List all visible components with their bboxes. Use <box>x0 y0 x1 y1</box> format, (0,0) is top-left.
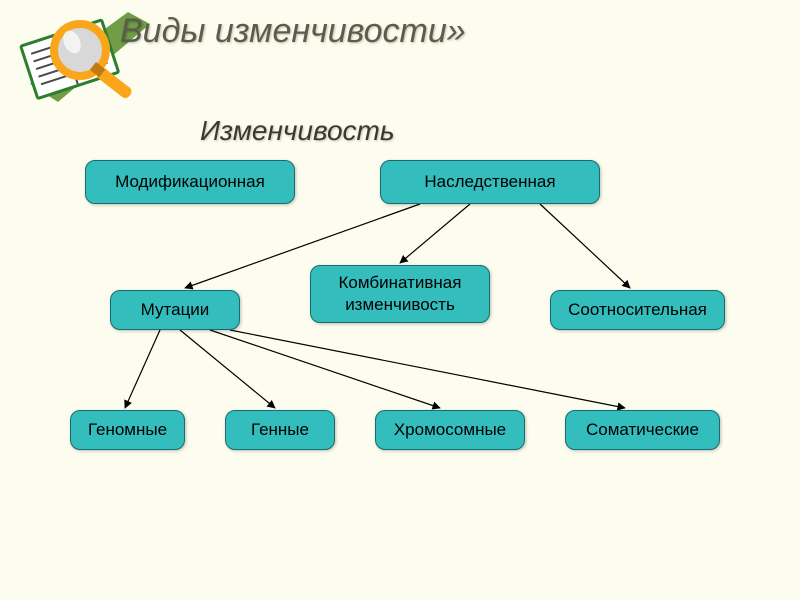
edge-mut-genom <box>125 330 160 408</box>
edge-mut-chrom <box>210 330 440 408</box>
node-label: Геномные <box>88 419 167 441</box>
slide-subtitle: Изменчивость <box>200 115 395 147</box>
node-rel: Соотносительная <box>550 290 725 330</box>
node-label: Хромосомные <box>394 419 506 441</box>
node-label: Соматические <box>586 419 699 441</box>
slide-title: Виды изменчивости» <box>120 12 466 51</box>
node-label: Мутации <box>141 299 210 321</box>
slide-root: Виды изменчивости» Изменчивость Модифика… <box>0 0 800 600</box>
edge-her-comb <box>400 204 470 263</box>
node-her: Наследственная <box>380 160 600 204</box>
node-mod: Модификационная <box>85 160 295 204</box>
edge-her-rel <box>540 204 630 288</box>
node-label: Соотносительная <box>568 299 707 321</box>
node-label: Наследственная <box>424 171 555 193</box>
node-label: Комбинативная изменчивость <box>321 272 479 316</box>
edge-mut-som <box>230 330 625 408</box>
node-genom: Геномные <box>70 410 185 450</box>
node-label: Модификационная <box>115 171 265 193</box>
node-comb: Комбинативная изменчивость <box>310 265 490 323</box>
edge-mut-gene <box>180 330 275 408</box>
node-chrom: Хромосомные <box>375 410 525 450</box>
node-label: Генные <box>251 419 309 441</box>
node-som: Соматические <box>565 410 720 450</box>
node-mut: Мутации <box>110 290 240 330</box>
node-gene: Генные <box>225 410 335 450</box>
